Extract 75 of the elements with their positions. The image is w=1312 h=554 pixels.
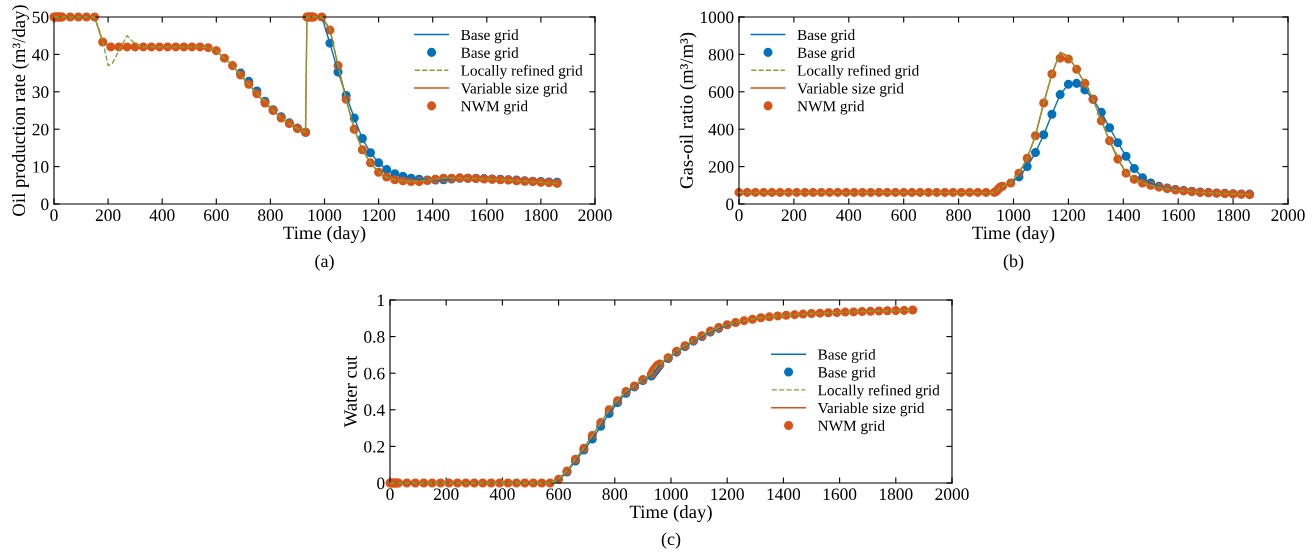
- legend-label: Base grid: [461, 29, 519, 44]
- x-tick-label: 2000: [578, 209, 612, 222]
- text: (b): [1003, 254, 1024, 271]
- x-tick-label: 1000: [308, 209, 342, 222]
- y-tick-label: 50: [32, 11, 49, 24]
- y-tick-label: 0.4: [364, 404, 385, 417]
- x-tick-label: 0: [735, 209, 743, 222]
- x-axis-title: Time (day): [629, 504, 712, 523]
- x-tick-label: 1600: [470, 209, 504, 222]
- y-tick-label: 1: [377, 294, 385, 307]
- legend-label: Variable size grid: [817, 402, 925, 417]
- y-tick-label: 0.2: [364, 440, 385, 453]
- y-tick-label: 0.8: [364, 331, 385, 343]
- x-tick-label: 400: [836, 209, 862, 222]
- y-tick-label: 600: [708, 86, 734, 98]
- y-tick-label: 0: [377, 477, 385, 490]
- x-tick-label: 1000: [655, 488, 688, 501]
- x-tick-label: 1800: [879, 488, 913, 501]
- x-tick-label: 1000: [997, 209, 1031, 222]
- text: (a): [315, 254, 334, 271]
- x-tick-label: 400: [149, 209, 175, 222]
- x-tick-label: 600: [546, 488, 571, 501]
- x-tick-label: 1600: [823, 488, 857, 501]
- x-tick-label: 1800: [1217, 209, 1250, 222]
- y-tick-label: 0.6: [364, 367, 385, 380]
- legend-label: Locally refined grid: [797, 64, 920, 79]
- y-tick-label: 0: [41, 198, 49, 211]
- legend-label: Base grid: [461, 47, 519, 62]
- x-tick-label: 1200: [711, 488, 744, 501]
- y-tick-label: 10: [33, 161, 49, 173]
- x-tick-label: 2000: [1271, 209, 1305, 222]
- x-tick-label: 0: [50, 209, 58, 222]
- y-axis-title: Gas-oil ratio (m³/m³): [679, 32, 697, 189]
- x-tick-label: 800: [602, 488, 628, 501]
- y-tick-label: 800: [708, 48, 734, 61]
- x-tick-label: 1400: [1107, 209, 1140, 222]
- x-tick-label: 1600: [1162, 209, 1195, 222]
- legend-label: Variable size grid: [460, 82, 568, 97]
- legend-label: Base grid: [797, 47, 855, 62]
- y-tick-label: 40: [32, 48, 49, 61]
- legend-label: NWM grid: [461, 100, 528, 115]
- y-tick-label: 400: [708, 123, 734, 136]
- x-tick-label: 0: [386, 488, 394, 501]
- legend-label: Base grid: [818, 366, 876, 381]
- x-tick-label: 400: [489, 488, 515, 501]
- y-tick-label: 1000: [700, 11, 734, 24]
- x-tick-label: 600: [891, 209, 917, 222]
- legend-label: NWM grid: [818, 420, 885, 435]
- x-tick-label: 2000: [935, 488, 969, 501]
- legend-label: Variable size grid: [797, 82, 904, 97]
- x-axis-title: Time (day): [972, 225, 1055, 244]
- x-tick-label: 1200: [1052, 209, 1086, 222]
- y-tick-label: 0: [726, 198, 734, 211]
- y-axis-title: Oil production rate (m³/day): [11, 5, 29, 216]
- x-tick-label: 1800: [525, 209, 558, 222]
- legend-label: Base grid: [797, 29, 855, 44]
- text: (c): [661, 532, 681, 549]
- x-tick-label: 800: [258, 209, 283, 222]
- legend-label: Locally refined grid: [461, 64, 583, 79]
- x-tick-label: 200: [781, 209, 807, 222]
- y-tick-label: 20: [32, 123, 49, 136]
- x-tick-label: 800: [946, 209, 971, 222]
- x-tick-label: 200: [95, 209, 121, 222]
- x-tick-label: 1200: [362, 209, 396, 222]
- x-tick-label: 200: [433, 488, 459, 501]
- legend-label: Base grid: [818, 348, 876, 363]
- legend-label: NWM grid: [797, 100, 865, 115]
- legend-label: Locally refined grid: [818, 384, 940, 399]
- x-tick-label: 600: [204, 209, 229, 222]
- x-axis-title: Time (day): [283, 225, 366, 244]
- x-tick-label: 1400: [767, 488, 801, 501]
- x-tick-label: 1400: [416, 209, 450, 222]
- y-tick-label: 30: [32, 86, 49, 98]
- y-axis-title: Water cut: [344, 355, 357, 428]
- y-tick-label: 200: [708, 161, 734, 173]
